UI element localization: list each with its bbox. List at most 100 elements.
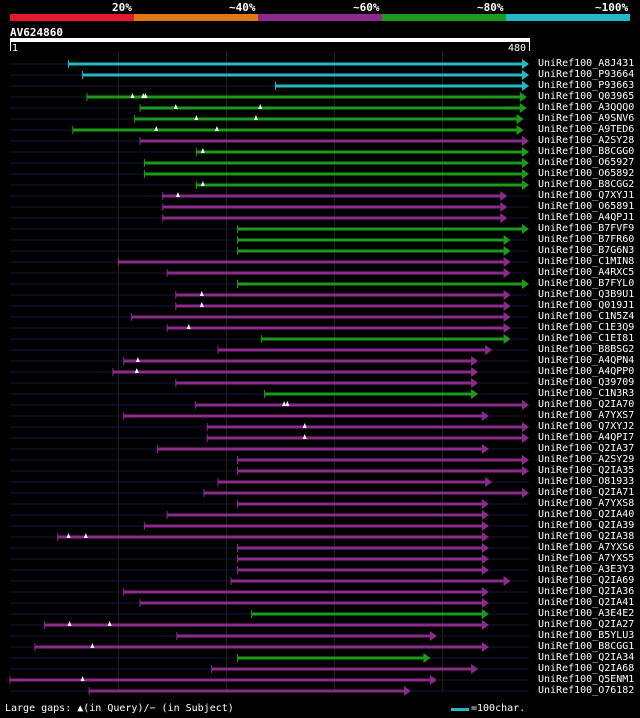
query-gap-marker	[258, 104, 263, 109]
hit-end-arrow	[471, 389, 479, 399]
hit-label[interactable]: UniRef100_B7G6N3	[538, 245, 635, 256]
query-id: AV624860	[10, 26, 63, 39]
hit-label[interactable]: UniRef100_A2SY28	[538, 135, 635, 146]
hit-label[interactable]: UniRef100_Q2IA39	[538, 520, 635, 531]
hit-label[interactable]: UniRef100_O65891	[538, 201, 635, 212]
hit-label[interactable]: UniRef100_Q39709	[538, 377, 635, 388]
hit-label[interactable]: UniRef100_Q7XYJ2	[538, 421, 635, 432]
hit-label[interactable]: UniRef100_A2SY29	[538, 454, 635, 465]
hit-end-arrow	[481, 609, 489, 619]
hit-end-arrow	[485, 477, 493, 487]
query-gap-marker	[83, 533, 88, 538]
hit-label[interactable]: UniRef100_Q2IA35	[538, 465, 635, 476]
hit-label[interactable]: UniRef100_Q019J1	[538, 300, 635, 311]
hit-label[interactable]: UniRef100_Q3B9U1	[538, 289, 635, 300]
hit-label[interactable]: UniRef100_A4QPJ1	[538, 212, 635, 223]
hit-label[interactable]: UniRef100_A9TED6	[538, 124, 635, 135]
legend-label-20: 20%	[112, 1, 132, 14]
hit-label[interactable]: UniRef100_C1EI81	[538, 333, 635, 344]
hit-end-arrow	[503, 323, 511, 333]
hit-end-arrow	[503, 290, 511, 300]
hit-label[interactable]: UniRef100_O65892	[538, 168, 635, 179]
hit-label[interactable]: UniRef100_A3E4E2	[538, 608, 635, 619]
hit-label[interactable]: UniRef100_B8CGG2	[538, 179, 635, 190]
hit-label[interactable]: UniRef100_B7FVF9	[538, 223, 635, 234]
hit-label[interactable]: UniRef100_A7YXS6	[538, 542, 635, 553]
hit-end-arrow	[522, 466, 529, 476]
hit-label[interactable]: UniRef100_O76182	[538, 685, 635, 696]
hit-end-arrow	[522, 180, 529, 190]
hit-label[interactable]: UniRef100_Q2IA71	[538, 487, 635, 498]
hit-label[interactable]: UniRef100_A4QPN4	[538, 355, 635, 366]
hit-label[interactable]: UniRef100_O65927	[538, 157, 635, 168]
legend-label-40: ~40%	[229, 1, 256, 14]
hit-label[interactable]: UniRef100_Q2IA37	[538, 443, 635, 454]
hit-label[interactable]: UniRef100_C1MIN8	[538, 256, 635, 267]
hit-end-arrow	[516, 114, 524, 124]
legend-label-100: ~100%	[595, 1, 629, 14]
hit-end-arrow	[500, 191, 508, 201]
query-gap-marker	[194, 115, 199, 120]
hit-label[interactable]: UniRef100_B7FYL0	[538, 278, 635, 289]
legend-segment-100	[506, 14, 630, 21]
query-gap-marker	[199, 291, 204, 296]
legend-label-80: ~80%	[477, 1, 504, 14]
hit-label[interactable]: UniRef100_Q2IA70	[538, 399, 635, 410]
hit-end-arrow	[522, 169, 529, 179]
ruler-end-tick	[529, 42, 530, 51]
hit-end-arrow	[403, 686, 411, 696]
hit-label[interactable]: UniRef100_Q2IA41	[538, 597, 635, 608]
hit-label[interactable]: UniRef100_C1E3Q9	[538, 322, 635, 333]
hit-label[interactable]: UniRef100_Q2IA36	[538, 586, 635, 597]
hit-end-arrow	[481, 521, 489, 531]
hit-label[interactable]: UniRef100_B5YLU3	[538, 630, 635, 641]
hit-label[interactable]: UniRef100_Q2IA27	[538, 619, 635, 630]
hit-label[interactable]: UniRef100_C1N3R3	[538, 388, 635, 399]
hit-label[interactable]: UniRef100_A7YXS8	[538, 498, 635, 509]
hit-label[interactable]: UniRef100_A3QQQ0	[538, 102, 635, 113]
query-gap-marker	[107, 621, 112, 626]
hit-label[interactable]: UniRef100_A4QPI7	[538, 432, 635, 443]
hit-label[interactable]: UniRef100_Q7XYJ1	[538, 190, 635, 201]
hit-end-arrow	[481, 565, 489, 575]
scale-bar	[451, 708, 469, 711]
hit-label[interactable]: UniRef100_A4QPP0	[538, 366, 635, 377]
hit-label[interactable]: UniRef100_A4RXC5	[538, 267, 635, 278]
hit-label[interactable]: UniRef100_Q2IA40	[538, 509, 635, 520]
hit-label[interactable]: UniRef100_Q2IA68	[538, 663, 635, 674]
hit-label[interactable]: UniRef100_A7YXS7	[538, 410, 635, 421]
hit-label[interactable]: UniRef100_B8CGG1	[538, 641, 635, 652]
hit-end-arrow	[481, 554, 489, 564]
hit-end-arrow	[522, 488, 529, 498]
hit-label[interactable]: UniRef100_C1N5Z4	[538, 311, 635, 322]
hit-label[interactable]: UniRef100_Q2IA69	[538, 575, 635, 586]
hit-label[interactable]: UniRef100_B7FR60	[538, 234, 635, 245]
hit-end-arrow	[471, 664, 479, 674]
ruler-start-tick	[10, 42, 11, 51]
hit-label[interactable]: UniRef100_Q03965	[538, 91, 635, 102]
hit-end-arrow	[471, 378, 479, 388]
query-gap-marker	[199, 302, 204, 307]
hit-label[interactable]: UniRef100_P93664	[538, 69, 635, 80]
hit-end-arrow	[503, 235, 511, 245]
query-gap-marker	[130, 93, 135, 98]
hit-end-arrow	[500, 213, 508, 223]
hit-end-arrow	[503, 257, 511, 267]
hit-end-arrow	[519, 103, 527, 113]
hit-label[interactable]: UniRef100_Q2IA38	[538, 531, 635, 542]
query-gap-marker	[90, 643, 95, 648]
hit-label[interactable]: UniRef100_A9SNV6	[538, 113, 635, 124]
hit-end-arrow	[522, 59, 529, 69]
hit-label[interactable]: UniRef100_A8J431	[538, 58, 635, 69]
hit-label[interactable]: UniRef100_Q2IA34	[538, 652, 635, 663]
hit-label[interactable]: UniRef100_B8CGG0	[538, 146, 635, 157]
hit-label[interactable]: UniRef100_O81933	[538, 476, 635, 487]
hit-label[interactable]: UniRef100_A3E3Y3	[538, 564, 635, 575]
hit-end-arrow	[481, 510, 489, 520]
hit-end-arrow	[503, 301, 511, 311]
hit-label[interactable]: UniRef100_B8BSG2	[538, 344, 635, 355]
hit-label[interactable]: UniRef100_A7YXS5	[538, 553, 635, 564]
hit-label[interactable]: UniRef100_P93663	[538, 80, 635, 91]
hit-label[interactable]: UniRef100_Q5ENM1	[538, 674, 635, 685]
